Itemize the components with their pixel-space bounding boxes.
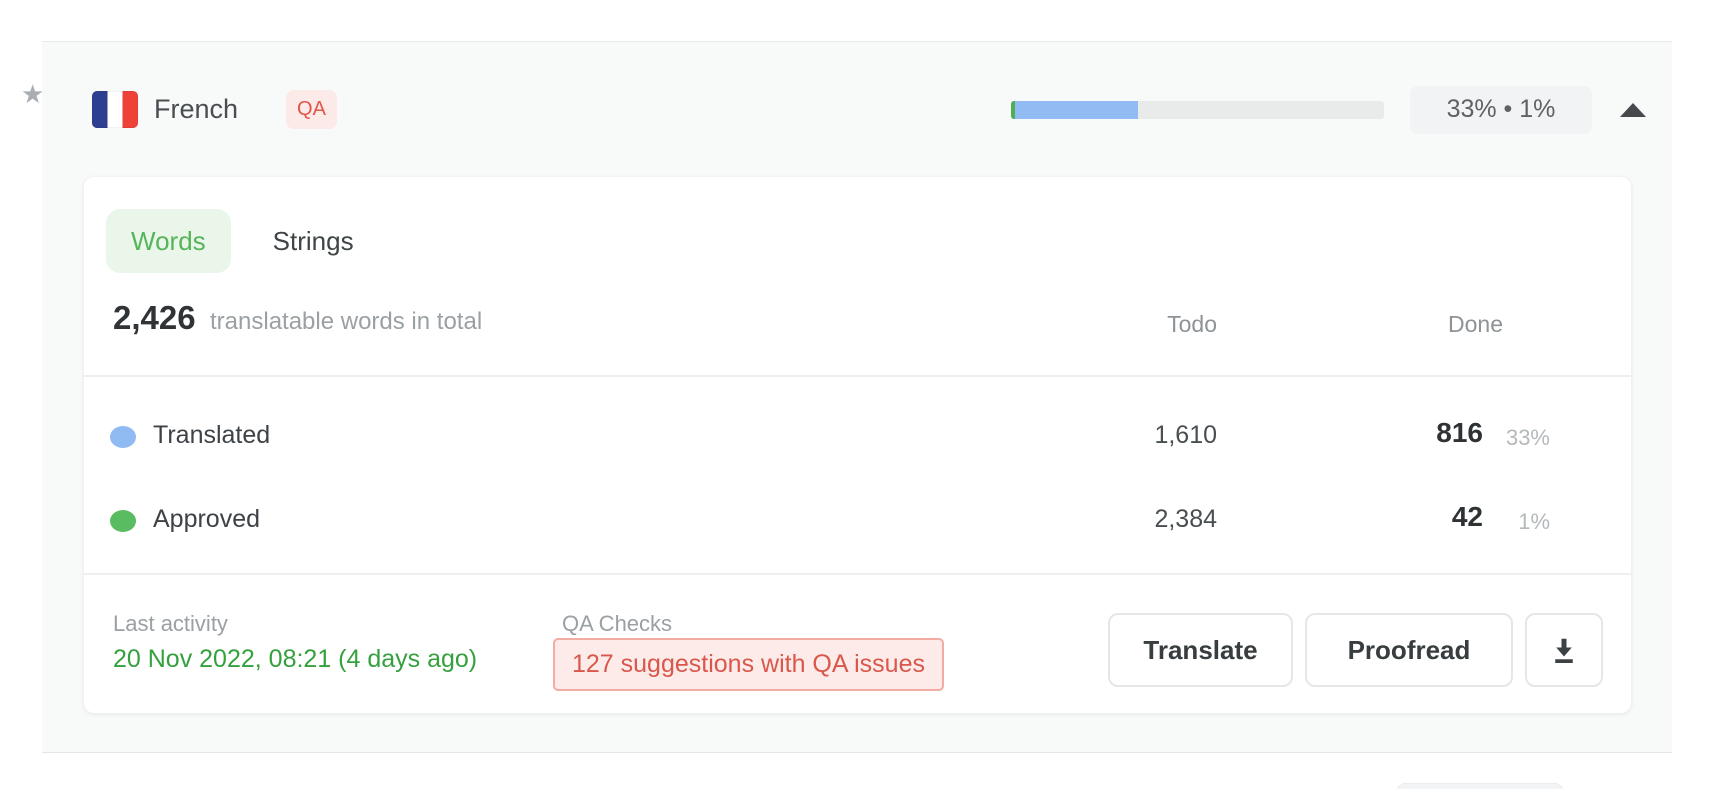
percent-value: 33%	[1505, 425, 1550, 450]
column-header-done: Done	[1448, 311, 1503, 337]
action-buttons: Translate Proofread	[1108, 613, 1603, 687]
todo-value: 2,384	[1154, 505, 1217, 533]
approved-dot-icon	[110, 510, 136, 532]
percent-value: 1%	[1518, 509, 1550, 534]
column-header-todo: Todo	[1167, 311, 1217, 337]
divider	[84, 573, 1631, 575]
language-header-row[interactable]: French QA 33% • 1%	[42, 42, 1672, 177]
language-panel: French QA 33% • 1% Words Strings 2,426 t…	[42, 41, 1672, 753]
divider	[84, 375, 1631, 377]
total-words-description: translatable words in total	[210, 308, 483, 335]
units-tabs: Words Strings	[106, 209, 354, 273]
last-activity-label: Last activity	[113, 611, 228, 636]
translated-dot-icon	[110, 426, 136, 448]
total-words-count: 2,426	[113, 299, 196, 336]
tab-strings[interactable]: Strings	[272, 225, 354, 256]
todo-value: 1,610	[1154, 421, 1217, 449]
progress-translated-segment	[1014, 100, 1138, 119]
row-label: Approved	[153, 505, 261, 533]
qa-checks-label: QA Checks	[562, 611, 673, 636]
tab-words[interactable]: Words	[106, 209, 231, 273]
progress-approved-segment	[1011, 100, 1015, 119]
download-icon	[1555, 638, 1573, 663]
card-footer: Last activity 20 Nov 2022, 08:21 (4 days…	[84, 573, 1631, 713]
next-row-progress-chip-partial	[1397, 783, 1563, 789]
last-activity-value[interactable]: 20 Nov 2022, 08:21 (4 days ago)	[113, 645, 478, 673]
download-button[interactable]	[1525, 613, 1603, 687]
french-flag-icon	[92, 91, 138, 128]
progress-bar	[1011, 100, 1384, 119]
qa-issues-link[interactable]: 127 suggestions with QA issues	[553, 638, 944, 691]
favorite-star-icon[interactable]: ★	[21, 79, 45, 109]
language-details-card: Words Strings 2,426 translatable words i…	[84, 177, 1631, 713]
translate-button[interactable]: Translate	[1108, 613, 1293, 687]
table-row-approved: Approved 2,384 42 1%	[84, 479, 1631, 563]
language-name: French	[154, 94, 239, 124]
done-value: 816	[1436, 417, 1483, 448]
qa-badge[interactable]: QA	[286, 90, 337, 129]
collapse-caret-icon[interactable]	[1620, 102, 1646, 117]
done-value: 42	[1451, 501, 1483, 532]
progress-summary-chip: 33% • 1%	[1410, 85, 1592, 134]
row-label: Translated	[153, 421, 271, 449]
totals-row: 2,426 translatable words in total Todo D…	[84, 287, 1631, 375]
table-row-translated: Translated 1,610 816 33%	[84, 395, 1631, 479]
proofread-button[interactable]: Proofread	[1305, 613, 1513, 687]
